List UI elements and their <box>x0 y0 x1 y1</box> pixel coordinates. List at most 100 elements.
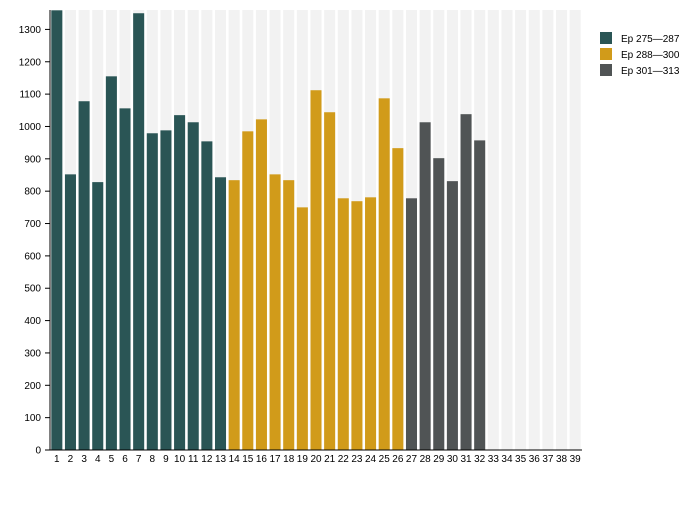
bar <box>228 180 240 451</box>
x-tick-label: 7 <box>136 454 142 465</box>
x-tick-label: 6 <box>122 454 128 465</box>
x-tick-label: 13 <box>215 454 227 465</box>
x-tick-label: 14 <box>229 454 241 465</box>
x-tick-label: 9 <box>163 454 169 465</box>
background-band <box>528 10 540 450</box>
x-tick-label: 12 <box>201 454 213 465</box>
x-tick-label: 16 <box>256 454 268 465</box>
x-tick-label: 22 <box>338 454 350 465</box>
bar <box>365 197 377 450</box>
bar <box>474 140 486 450</box>
x-tick-label: 28 <box>420 454 432 465</box>
bar <box>160 130 172 450</box>
x-tick-label: 31 <box>460 454 472 465</box>
legend-label: Ep 288—300 <box>621 50 680 61</box>
x-axis: 1 2 3 4 5 6 7 8 9 10 11 12 13 14 15 16 17 18 19 20 21 22 23 24 2… <box>50 449 582 465</box>
x-tick-label: 38 <box>556 454 568 465</box>
x-tick-label: 10 <box>174 454 186 465</box>
x-tick-label: 32 <box>474 454 486 465</box>
y-tick-label: 1000 <box>19 122 42 133</box>
bar <box>119 108 131 451</box>
y-tick-label: 800 <box>24 187 41 198</box>
legend-swatch <box>600 64 612 76</box>
bar <box>433 158 445 451</box>
x-tick-label: 21 <box>324 454 336 465</box>
bar <box>378 98 390 450</box>
x-tick-label: 24 <box>365 454 377 465</box>
legend-swatch <box>600 48 612 60</box>
x-tick-label: 26 <box>392 454 404 465</box>
background-band <box>501 10 513 450</box>
background-band <box>487 10 499 450</box>
bar <box>351 201 363 450</box>
x-tick-label: 5 <box>109 454 115 465</box>
bar <box>174 115 186 450</box>
y-tick-label: 100 <box>24 413 41 424</box>
bar <box>269 174 281 450</box>
bar <box>201 141 213 450</box>
y-tick-label: 300 <box>24 348 41 359</box>
bar <box>146 133 158 450</box>
y-tick-label: 700 <box>24 219 41 230</box>
x-tick-label: 11 <box>188 454 199 465</box>
y-tick-label: 400 <box>24 316 41 327</box>
bar <box>51 10 63 451</box>
bar <box>296 207 308 450</box>
y-tick-label: 200 <box>24 381 41 392</box>
y-tick-label: 500 <box>24 284 41 295</box>
x-tick-label: 18 <box>283 454 295 465</box>
x-tick-label: 25 <box>379 454 391 465</box>
bar <box>92 182 104 450</box>
x-tick-label: 33 <box>488 454 500 465</box>
x-tick-label: 19 <box>297 454 309 465</box>
legend: Ep 275—287 Ep 288—300 Ep 301—313 <box>600 32 680 77</box>
x-tick-label: 3 <box>81 454 87 465</box>
bar <box>78 101 90 450</box>
background-band <box>556 10 568 450</box>
y-tick-label: 600 <box>24 251 41 262</box>
bar <box>446 181 458 450</box>
bar <box>255 119 267 451</box>
bar <box>419 122 431 450</box>
y-tick-label: 0 <box>35 446 41 457</box>
bar <box>337 198 349 450</box>
x-tick-label: 34 <box>501 454 513 465</box>
bar <box>242 131 254 450</box>
background-band <box>515 10 527 450</box>
x-tick-label: 27 <box>406 454 418 465</box>
bar <box>105 76 117 450</box>
x-tick-label: 20 <box>310 454 322 465</box>
bar <box>310 90 322 450</box>
bar <box>283 180 295 451</box>
bar <box>214 177 227 450</box>
x-tick-label: 4 <box>95 454 101 465</box>
x-tick-label: 29 <box>433 454 445 465</box>
x-tick-label: 1 <box>54 454 60 465</box>
x-tick-label: 37 <box>542 454 554 465</box>
bar <box>405 198 418 450</box>
x-tick-label: 39 <box>570 454 582 465</box>
y-tick-label: 900 <box>24 154 41 165</box>
legend-label: Ep 301—313 <box>621 66 680 77</box>
x-tick-label: 8 <box>150 454 156 465</box>
y-tick-label: 1300 <box>19 25 42 36</box>
legend-swatch <box>600 32 612 44</box>
bar <box>187 122 199 450</box>
x-tick-label: 30 <box>447 454 459 465</box>
legend-label: Ep 275—287 <box>621 34 680 45</box>
bar <box>392 148 404 450</box>
background-band <box>569 10 581 450</box>
bar <box>460 114 472 451</box>
x-tick-label: 35 <box>515 454 527 465</box>
background-band <box>542 10 554 450</box>
x-tick-label: 23 <box>351 454 363 465</box>
bar <box>64 174 76 450</box>
bars <box>51 10 486 451</box>
x-tick-label: 36 <box>529 454 541 465</box>
x-tick-label: 2 <box>68 454 74 465</box>
x-tick-label: 17 <box>270 454 282 465</box>
y-tick-label: 1200 <box>19 57 42 68</box>
bar <box>324 112 336 450</box>
bar <box>133 13 145 451</box>
